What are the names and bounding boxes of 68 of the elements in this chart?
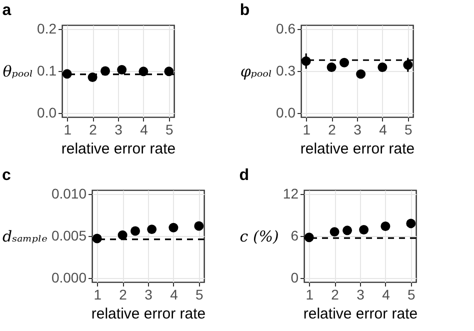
x-axis-title: relative error rate (300, 140, 415, 158)
point (356, 69, 366, 79)
point (92, 234, 102, 244)
point (100, 66, 110, 76)
y-axis-title: c (%) (240, 228, 280, 246)
chart-title: c (2, 167, 12, 184)
y-tick-label: 0.3 (276, 62, 296, 78)
x-tick-label: 1 (302, 122, 311, 138)
y-tick-label: 6 (290, 228, 299, 244)
point (301, 56, 311, 66)
point (326, 62, 336, 72)
point (164, 66, 174, 76)
x-tick-label: 2 (119, 286, 128, 302)
point (147, 224, 157, 234)
y-tick-label: 0 (290, 269, 299, 286)
point (378, 62, 388, 72)
point (342, 226, 352, 236)
y-tick-label: 0.6 (276, 20, 296, 37)
point (403, 60, 413, 70)
point (118, 230, 128, 240)
point (380, 222, 390, 231)
point (330, 227, 340, 237)
point (406, 218, 416, 228)
x-tick-label: 2 (331, 286, 340, 302)
chart-title: b (240, 2, 250, 20)
y-tick-label: 0.0 (276, 104, 296, 120)
y-axis-title: dₛₐₘₚₗₑ (2, 228, 48, 246)
y-tick-label: 0.1 (37, 62, 57, 78)
point (194, 221, 204, 231)
point (88, 72, 98, 82)
y-tick-label: 0.0 (37, 104, 57, 120)
chart-title: a (2, 2, 12, 20)
x-axis-title: relative error rate (91, 306, 206, 322)
x-tick-label: 3 (356, 286, 365, 302)
x-tick-label: 5 (408, 286, 416, 302)
x-tick-label: 5 (196, 286, 204, 302)
x-tick-label: 5 (404, 122, 413, 138)
y-tick-label: 12 (282, 186, 299, 202)
y-tick-label: 0.000 (51, 269, 87, 286)
point (304, 232, 314, 242)
point (138, 66, 148, 76)
x-tick-label: 4 (379, 122, 388, 138)
point (117, 65, 127, 74)
x-tick-label: 2 (328, 122, 336, 138)
point (62, 69, 72, 79)
x-tick-label: 4 (170, 286, 178, 302)
x-tick-label: 1 (306, 286, 314, 302)
x-axis-title: relative error rate (303, 306, 418, 322)
y-tick-label: 0.010 (51, 186, 87, 202)
x-tick-label: 4 (382, 286, 390, 302)
x-tick-label: 3 (114, 122, 123, 138)
x-axis-title: relative error rate (61, 140, 176, 158)
point (340, 58, 350, 68)
y-axis-title: θₚₒₒₗ (2, 62, 34, 80)
point (130, 226, 140, 236)
point (168, 222, 178, 232)
y-axis-title: φₚₒₒₗ (240, 62, 272, 80)
x-tick-label: 2 (89, 122, 98, 138)
y-tick-label: 0.2 (37, 20, 57, 37)
x-tick-label: 5 (166, 122, 174, 138)
x-tick-label: 3 (144, 286, 153, 302)
chart-title: d (239, 167, 250, 184)
x-tick-label: 1 (94, 286, 102, 302)
x-tick-label: 4 (140, 122, 148, 138)
x-tick-label: 3 (354, 122, 362, 138)
point (359, 224, 369, 234)
y-tick-label: 0.005 (51, 228, 87, 244)
x-tick-label: 1 (64, 122, 72, 138)
